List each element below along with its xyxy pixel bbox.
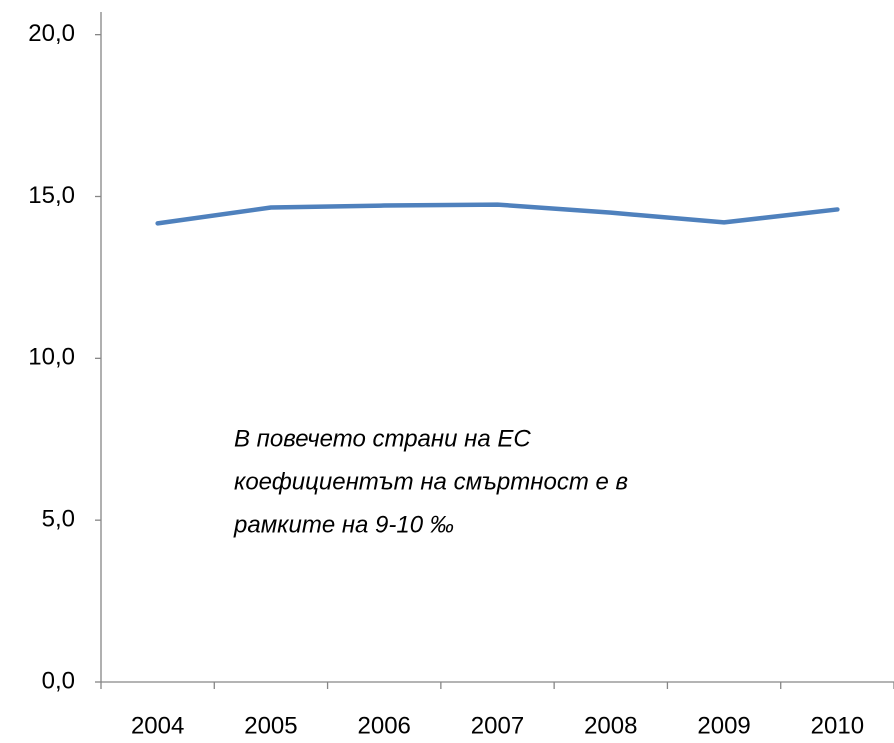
y-tick-label: 0,0: [42, 667, 75, 694]
x-tick-label: 2008: [584, 712, 637, 739]
x-tick-label: 2009: [697, 712, 750, 739]
y-tick-label: 5,0: [42, 506, 75, 533]
x-tick-label: 2004: [131, 712, 184, 739]
x-tick-label: 2006: [358, 712, 411, 739]
annotation: коефициентът на смъртност е в: [234, 468, 628, 495]
x-tick-label: 2007: [471, 712, 524, 739]
line-series: [155, 202, 840, 226]
y-tick-label: 15,0: [28, 182, 75, 209]
y-tick-label: 10,0: [28, 344, 75, 371]
annotation: В повечето страни на ЕС: [234, 425, 531, 452]
x-tick-label: 2005: [244, 712, 297, 739]
y-tick-label: 20,0: [28, 20, 75, 47]
annotation: рамките на 9-10 ‰: [233, 511, 454, 538]
x-tick-label: 2010: [811, 712, 864, 739]
